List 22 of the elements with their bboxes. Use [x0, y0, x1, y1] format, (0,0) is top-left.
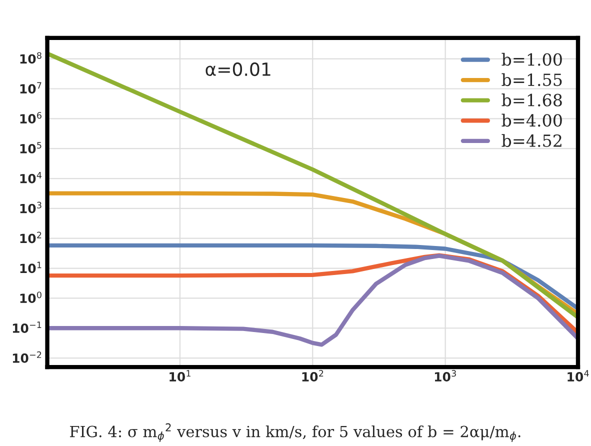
y-tick-label: 10$^{5}$ — [20, 142, 42, 154]
y-tick-label: 10$^{4}$ — [20, 172, 42, 184]
y-tick-label: 10$^{3}$ — [20, 202, 42, 214]
x-tick-label: 10$^{2}$ — [302, 370, 324, 382]
x-tick-label: 10$^{1}$ — [170, 370, 190, 382]
legend-label: b=4.00 — [502, 114, 562, 127]
caption: FIG. 4: σ m$_{ϕ}$$^{2}$ versus v in km/s, for 5 values of b = 2αμ/m$_{ϕ}$. — [70, 423, 520, 442]
y-tick-label: 10$^{6}$ — [20, 112, 42, 124]
legend-label: b=1.55 — [502, 73, 562, 86]
legend-label: b=1.68 — [502, 94, 562, 106]
legend-label: b=4.52 — [502, 134, 562, 147]
x-tick-label: 10$^{3}$ — [434, 370, 456, 382]
y-tick-label: 10$^{7}$ — [20, 82, 42, 94]
y-tick-label: 10$^{1}$ — [20, 262, 42, 274]
x-tick-label: 10$^{4}$ — [568, 370, 589, 382]
y-tick-label: 10$^{0}$ — [20, 292, 42, 304]
y-tick-label: 10$^{8}$ — [20, 52, 42, 64]
y-tick-label: 10$^{−2}$ — [12, 351, 42, 363]
y-tick-label: 10$^{2}$ — [20, 232, 42, 244]
y-tick-label: 10$^{−1}$ — [12, 322, 42, 333]
legend-label: b=1.00 — [502, 52, 562, 66]
annotation: α=0.01 — [206, 62, 270, 76]
